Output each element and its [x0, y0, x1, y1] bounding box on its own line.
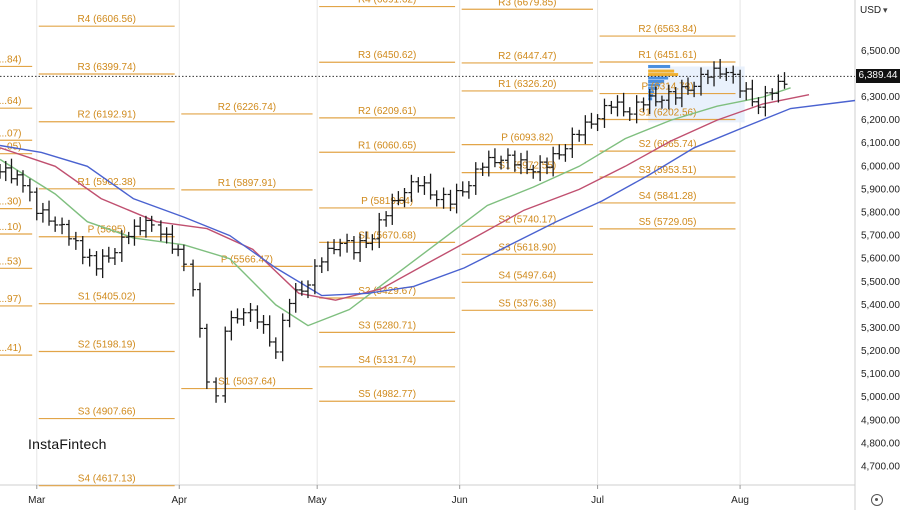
pivot-label: P (5566.47)	[221, 254, 273, 265]
pivot-label: S3 (5618.90)	[498, 242, 556, 253]
pivot-label: R4 (6606.56)	[78, 14, 136, 25]
volume-profile-bar	[648, 83, 661, 87]
y-tick-label: 4,900.00	[861, 415, 900, 426]
pivot-label: S5 (4982.77)	[358, 389, 416, 400]
y-tick-label: 5,200.00	[861, 346, 900, 357]
watermark: InstaFintech	[28, 436, 107, 452]
x-tick-label: Aug	[731, 495, 749, 506]
pivot-label: S5 (5376.38)	[498, 298, 556, 309]
pivot-label: S4 (5131.74)	[358, 355, 416, 366]
y-tick-label: 5,800.00	[861, 207, 900, 218]
y-tick-label: 6,100.00	[861, 138, 900, 149]
pivot-label: S2 (5198.19)	[78, 339, 136, 350]
chevron-down-icon[interactable]: ▾	[883, 5, 888, 15]
time-axis[interactable]: Mar Apr May Jun Jul Aug	[28, 485, 749, 506]
pivot-label: R1 (5897.91)	[218, 178, 276, 189]
y-tick-label: 5,600.00	[861, 254, 900, 265]
pivot-label: R2 (6563.84)	[638, 24, 696, 35]
volume-profile-bar	[648, 73, 679, 77]
pivot-label: S1 (5670.68)	[358, 230, 416, 241]
moving-average-line-3	[0, 99, 856, 297]
pivot-label: ...97)	[0, 294, 21, 305]
y-tick-label: 5,100.00	[861, 369, 900, 380]
volume-profile-bar	[648, 64, 671, 68]
pivot-label: S3 (5953.51)	[639, 165, 697, 176]
y-tick-label: 5,500.00	[861, 277, 900, 288]
pivot-label: P (6093.82)	[501, 133, 553, 144]
moving-averages	[0, 87, 856, 327]
y-tick-label: 6,200.00	[861, 115, 900, 126]
pivot-label: ...41)	[0, 343, 21, 354]
pivot-label: R1 (6326.20)	[498, 79, 556, 90]
y-tick-label: 5,300.00	[861, 323, 900, 334]
pivot-levels: ...05)...84)...64)...07)...30)...10)...5…	[0, 0, 736, 487]
pivot-label: S4 (5841.28)	[639, 191, 697, 202]
pivot-label: S2 (5740.17)	[498, 214, 556, 225]
pivot-label: R2 (6226.74)	[218, 102, 276, 113]
y-tick-label: 5,000.00	[861, 392, 900, 403]
pivot-label: S5 (5729.05)	[639, 217, 697, 228]
volume-profile-bar	[648, 69, 675, 73]
pivot-label: ...07)	[0, 128, 21, 139]
volume-profile-bar	[648, 86, 658, 90]
last-price-tag: 6,389.44	[856, 69, 900, 84]
pivot-label: S4 (5497.64)	[498, 270, 556, 281]
pivot-label: ...10)	[0, 222, 21, 233]
pivot-label: S3 (5280.71)	[358, 320, 416, 331]
pivot-label: S2 (5429.67)	[358, 286, 416, 297]
pivot-label: S1 (5405.02)	[78, 292, 136, 303]
y-tick-label: 6,300.00	[861, 92, 900, 103]
pivot-label: R2 (6447.47)	[498, 51, 556, 62]
pivot-label: P (5695)	[88, 225, 126, 236]
y-tick-label: 4,700.00	[861, 462, 900, 473]
pivot-label: ...30)	[0, 197, 21, 208]
x-tick-label: Mar	[28, 495, 46, 506]
pivot-label: P (6314.78)	[641, 82, 693, 93]
pivot-label: ...84)	[0, 54, 21, 65]
x-tick-label: Jun	[452, 495, 468, 506]
currency-label[interactable]: USD	[860, 5, 882, 16]
pivot-label: R4 (6691.62)	[358, 0, 416, 6]
pivot-label: R3 (6679.85)	[498, 0, 556, 8]
moving-average-line-1	[0, 87, 791, 327]
pivot-label: R2 (6192.91)	[78, 110, 136, 121]
pivot-label: R2 (6209.61)	[358, 106, 416, 117]
y-tick-label: 4,800.00	[861, 438, 900, 449]
y-tick-label: 5,900.00	[861, 184, 900, 195]
pivot-label: S1 (5037.64)	[218, 377, 276, 388]
pivot-label: R3 (6399.74)	[78, 62, 136, 73]
pivot-label: ...64)	[0, 96, 21, 107]
pivot-label: R1 (6451.61)	[638, 50, 696, 61]
volume-profile-bar	[648, 90, 655, 94]
pivot-label: R3 (6450.62)	[358, 50, 416, 61]
x-tick-label: Apr	[171, 495, 187, 506]
pivot-label: R1 (5902.38)	[78, 177, 136, 188]
y-tick-label: 6,500.00	[861, 46, 900, 57]
price-axis[interactable]: 4,700.00 4,800.00 4,900.00 5,000.00 5,100.00…	[861, 46, 900, 473]
settings-icon[interactable]	[871, 494, 883, 506]
pivot-label: R1 (6060.65)	[358, 140, 416, 151]
pivot-label: ...53)	[0, 256, 21, 267]
pivot-label: S2 (6065.74)	[639, 139, 697, 150]
y-tick-label: 5,700.00	[861, 231, 900, 242]
pivot-label: S4 (4617.13)	[78, 474, 136, 485]
y-tick-label: 5,400.00	[861, 300, 900, 311]
pivot-label: S3 (4907.66)	[78, 407, 136, 418]
pivot-label: S1 (6202.56)	[639, 108, 697, 119]
pivot-label: P (5819.64)	[361, 196, 413, 207]
ohlc-bars	[0, 58, 788, 403]
x-tick-label: Jul	[591, 495, 604, 506]
x-tick-label: May	[308, 495, 327, 506]
y-tick-label: 6,000.00	[861, 161, 900, 172]
volume-profile-bar	[648, 79, 665, 83]
moving-average-line-2	[0, 94, 810, 301]
volume-profile-bar	[648, 76, 669, 80]
